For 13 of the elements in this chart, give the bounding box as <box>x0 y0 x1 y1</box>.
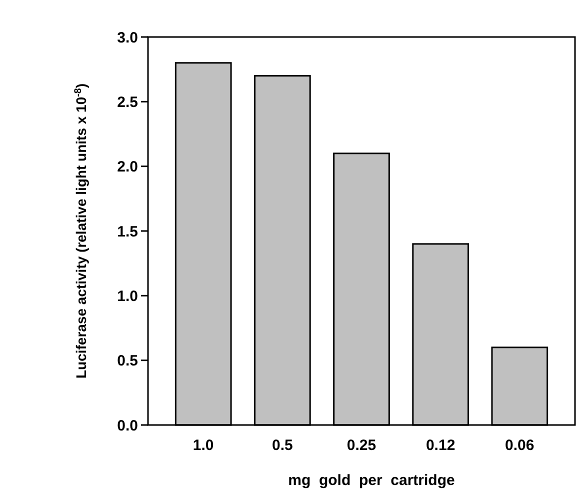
x-tick-label: 0.12 <box>426 437 456 454</box>
y-tick-label: 1.0 <box>117 288 138 305</box>
y-tick-label: 0.0 <box>117 417 138 434</box>
y-tick-label: 2.0 <box>117 158 138 176</box>
x-axis-title: mg gold per cartridge <box>288 472 455 489</box>
y-tick-label: 3.0 <box>117 29 138 46</box>
y-tick-label: 1.5 <box>117 223 138 240</box>
y-tick-label: 2.5 <box>117 94 138 111</box>
x-tick-label: 0.5 <box>272 437 293 454</box>
x-tick-label: 1.0 <box>192 437 214 454</box>
x-tick-label: 0.25 <box>346 437 376 454</box>
x-tick-label: 0.06 <box>505 437 534 454</box>
y-tick-label: 0.5 <box>117 352 138 370</box>
